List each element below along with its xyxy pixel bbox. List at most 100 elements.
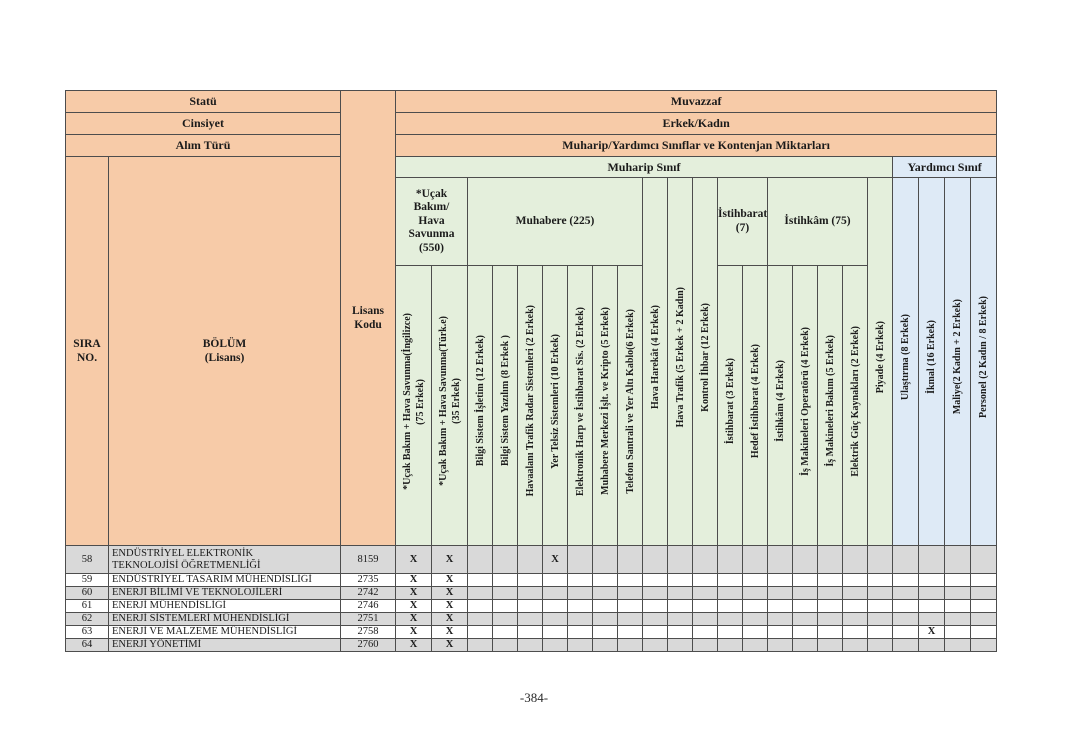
mark-cell: X [395,545,432,574]
kontenjan-table: Statü Lisans Kodu Muvazzaf Cinsiyet Erke… [65,90,998,652]
mark-cell [867,599,893,613]
mark-cell [792,612,818,626]
yardimci-sinif-cell: Yardımcı Sınıf [891,156,998,178]
mark-cell [969,586,998,600]
mark-cell [717,573,743,587]
mark-cell [792,545,818,574]
mark-cell [892,638,919,652]
mark-cell [592,625,618,639]
mark-cell [667,573,693,587]
mark-cell [742,638,768,652]
column-header-label: Hava Trafik (5 Erkek + 2 Kadın) [674,286,686,428]
mark-cell [642,573,668,587]
mark-cell [767,638,793,652]
column-header-label: Hava Harekât (4 Erkek) [649,305,661,409]
mark-cell [969,612,998,626]
lisans-kodu-cell: 2746 [340,599,396,613]
mark-cell [792,573,818,587]
table-row: 61 ENERJİ MÜHENDİSLİĞİ 2746 X X [65,599,998,613]
table-row: 59 ENDÜSTRİYEL TASARIM MÜHENDİSLİĞİ 2735 X X [65,573,998,587]
mark-cell [892,573,919,587]
column-header: İş Makineleri Bakım (5 Erkek) [817,265,843,546]
mark-cell [542,638,568,652]
mark-cell [867,545,893,574]
mark-cell [842,573,868,587]
lisans-kodu-cell: 2758 [340,625,396,639]
mark-cell [918,586,945,600]
mark-cell [592,599,618,613]
mark-cell: X [431,638,468,652]
mark-cell [617,638,643,652]
column-header: Hava Harekât (4 Erkek) [642,177,668,546]
mark-cell: X [431,612,468,626]
mark-cell [492,586,518,600]
mark-cell [969,573,998,587]
table-body: 58 ENDÜSTRİYEL ELEKTRONİK TEKNOLOJİSİ ÖĞR… [65,545,998,652]
mark-cell [542,573,568,587]
cinsiyet-cell: Cinsiyet [65,112,341,135]
bolum-cell: ENERJİ VE MALZEME MÜHENDİSLİĞİ [108,625,341,639]
mark-cell [542,586,568,600]
mark-cell [567,625,593,639]
mark-cell [944,545,971,574]
mark-cell [842,625,868,639]
siniflar-kontenjan-cell: Muharip/Yardımcı Sınıflar ve Kontenjan M… [394,134,998,157]
column-header: İş Makineleri Operatörü (4 Erkek) [792,265,818,546]
column-header-label: İstihkâm (4 Erkek) [774,360,786,442]
sira-no-header: SIRA NO. [65,156,109,546]
mark-cell [892,625,919,639]
column-header: Telefon Santrali ve Yer Altı Kablo(6 Erk… [617,265,643,546]
mark-cell [642,586,668,600]
mark-cell [592,612,618,626]
column-header-label: Ulaştırma (8 Erkek) [900,313,911,401]
mark-cell [792,625,818,639]
mark-cell [592,545,618,574]
mark-cell [642,545,668,574]
mark-cell [667,625,693,639]
mark-cell [617,599,643,613]
column-header-label: Elektrik Güç Kaynakları (2 Erkek) [849,325,861,477]
mark-cell [918,599,945,613]
mark-cell [892,612,919,626]
mark-cell: X [395,586,432,600]
column-header: Ulaştırma (8 Erkek) [892,177,919,546]
page-number: -384- [519,690,549,705]
column-header-label: Bilgi Sistem Yazılım (8 Erkek ) [499,335,511,467]
mark-cell [767,625,793,639]
sira-cell: 64 [65,638,109,652]
bolum-cell: ENERJİ MÜHENDİSLİĞİ [108,599,341,613]
column-header-label: Bilgi Sistem İşletim (12 Erkek) [474,335,486,467]
mark-cell [492,612,518,626]
mark-cell [944,599,971,613]
column-header: Muhabere Merkezi İşlt. ve Kripto (5 Erke… [592,265,618,546]
mark-cell [918,612,945,626]
mark-cell [969,599,998,613]
mark-cell [817,638,843,652]
mark-cell [467,612,493,626]
mark-cell [817,573,843,587]
header-row-alim-turu: Alım Türü Muharip/Yardımcı Sınıflar ve K… [65,134,998,157]
mark-cell: X [431,545,468,574]
table-row: 63 ENERJİ VE MALZEME MÜHENDİSLİĞİ 2758 X X X [65,625,998,639]
column-header-label: Havaalanı Trafik Radar Sistemleri (2 Erk… [524,305,536,497]
mark-cell [567,586,593,600]
mark-cell: X [431,625,468,639]
column-header: Hedef İstihbarat (4 Erkek) [742,265,768,546]
group-header-istihkam: İstihkâm (75) [767,177,868,266]
mark-cell [867,586,893,600]
column-header: İstihbarat (3 Erkek) [717,265,743,546]
column-header: Kontrol İhbar (12 Erkek) [692,177,718,546]
mark-cell [692,638,718,652]
mark-cell: X [431,599,468,613]
sira-cell: 58 [65,545,109,574]
column-header-label: Telefon Santrali ve Yer Altı Kablo(6 Erk… [624,308,636,494]
mark-cell [517,545,543,574]
mark-cell [567,638,593,652]
column-header-label: Maliye(2 Kadın + 2 Erkek) [952,299,963,415]
mark-cell [667,545,693,574]
mark-cell [467,638,493,652]
column-header-label: Hedef İstihbarat (4 Erkek) [749,343,761,459]
table-row: 62 ENERJİ SİSTEMLERİ MÜHENDİSLİĞİ 2751 X X [65,612,998,626]
column-header-label: İş Makineleri Bakım (5 Erkek) [824,335,836,467]
column-header-label: İş Makineleri Operatörü (4 Erkek) [799,326,811,476]
